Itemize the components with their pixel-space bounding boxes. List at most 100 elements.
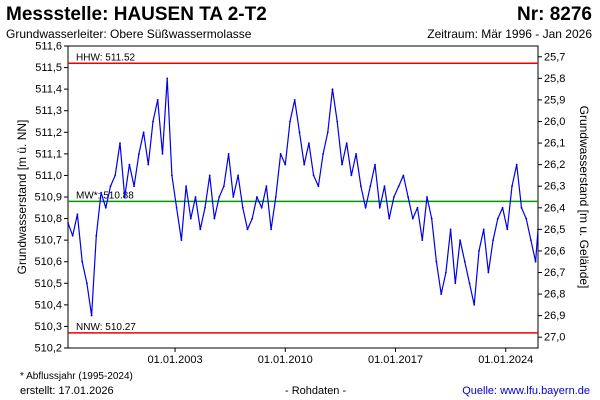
data-point <box>180 239 183 242</box>
y-tick-label-right: 25,7 <box>544 51 565 63</box>
data-point <box>402 174 405 177</box>
y-tick-label-right: 27,0 <box>544 332 565 344</box>
data-point <box>171 174 173 177</box>
y-tick-label-right: 26,9 <box>544 310 565 322</box>
data-point <box>364 206 367 209</box>
data-point <box>449 228 452 231</box>
data-point <box>175 206 178 209</box>
reference-label-hhw: HHW: 511.52 <box>76 52 136 63</box>
data-point <box>534 260 537 263</box>
data-point <box>459 239 461 242</box>
y-tick-label-left: 510,9 <box>34 192 62 204</box>
data-point <box>284 163 287 166</box>
data-point <box>397 185 400 188</box>
data-point <box>383 185 386 188</box>
data-point <box>411 217 414 220</box>
data-point <box>350 174 353 177</box>
data-point <box>189 217 192 220</box>
data-point <box>185 185 188 188</box>
created-date: erstellt: 17.01.2026 <box>20 385 114 397</box>
data-point <box>416 206 419 209</box>
data-point <box>95 234 98 237</box>
plot-frame <box>67 45 539 349</box>
data-point <box>506 228 509 231</box>
y-tick-label-left: 511,1 <box>35 148 62 160</box>
data-point <box>293 99 296 101</box>
series-line-0 <box>67 77 539 317</box>
data-point <box>492 239 494 242</box>
data-point <box>100 191 102 194</box>
data-point <box>256 196 258 198</box>
data-point <box>81 260 84 263</box>
data-point <box>208 174 211 177</box>
y-tick-label-left: 510,7 <box>34 235 62 247</box>
data-point <box>274 196 277 198</box>
data-point <box>246 228 249 231</box>
data-point <box>478 250 480 252</box>
data-point <box>487 271 490 274</box>
data-point <box>152 120 154 123</box>
y-tick-label-left: 511,6 <box>35 41 62 53</box>
data-point <box>355 153 357 155</box>
x-tick-label: 01.01.2024 <box>478 354 533 366</box>
y-tick-label-left: 510,5 <box>34 278 62 290</box>
data-point <box>407 196 409 198</box>
y-tick-label-left: 511,5 <box>35 62 62 74</box>
raw-data-label: - Rohdaten - <box>285 385 347 397</box>
y-tick-label-left: 510,2 <box>34 343 62 355</box>
source-link[interactable]: Quelle: www.lfu.bayern.de <box>462 385 590 397</box>
y-tick-label-left: 510,8 <box>34 213 62 225</box>
data-point <box>161 153 164 155</box>
y-tick-label-left: 511,4 <box>35 84 62 96</box>
data-point <box>227 153 230 155</box>
data-point <box>90 314 93 317</box>
data-point <box>360 185 362 188</box>
data-point <box>279 153 282 155</box>
x-tick-label: 01.01.2017 <box>368 354 423 366</box>
data-point <box>430 217 433 220</box>
y-tick-label-right: 25,9 <box>544 94 565 106</box>
data-point <box>142 131 145 134</box>
data-point <box>223 185 225 188</box>
data-point <box>260 206 263 209</box>
data-point <box>308 142 310 145</box>
data-point <box>388 217 391 220</box>
data-point <box>138 153 140 155</box>
data-point <box>109 185 112 188</box>
y-tick-label-left: 510,3 <box>34 321 62 333</box>
data-point <box>345 142 348 145</box>
data-point <box>312 174 315 177</box>
data-point <box>114 174 117 177</box>
data-point <box>289 120 291 123</box>
page-title: Messstelle: HAUSEN TA 2-T2 <box>6 4 267 25</box>
y-tick-label-left: 510,6 <box>34 256 62 268</box>
data-point <box>218 196 221 198</box>
y-tick-label-left: 511,3 <box>35 105 62 117</box>
y-tick-label-right: 26,5 <box>544 224 565 236</box>
data-point <box>322 153 324 155</box>
y-tick-label-right: 26,6 <box>544 245 565 257</box>
data-point <box>515 163 518 166</box>
data-point <box>530 239 532 242</box>
period-label: Zeitraum: Mär 1996 - Jan 2026 <box>427 27 592 41</box>
data-point <box>482 228 485 231</box>
data-point <box>67 222 69 224</box>
data-point <box>303 163 306 166</box>
data-point <box>213 217 216 220</box>
data-point <box>468 282 471 285</box>
y-tick-label-left: 511,0 <box>35 170 62 182</box>
y-tick-label-right: 26,7 <box>544 267 565 279</box>
data-point <box>326 131 329 134</box>
data-point <box>147 163 150 166</box>
data-point <box>86 282 88 285</box>
data-point <box>194 196 197 198</box>
data-point <box>104 206 107 209</box>
data-point <box>128 163 131 166</box>
data-point <box>336 120 339 123</box>
data-point <box>496 217 499 220</box>
data-point <box>317 185 320 188</box>
data-point <box>520 206 523 209</box>
data-point <box>463 260 466 263</box>
data-point <box>435 260 438 263</box>
